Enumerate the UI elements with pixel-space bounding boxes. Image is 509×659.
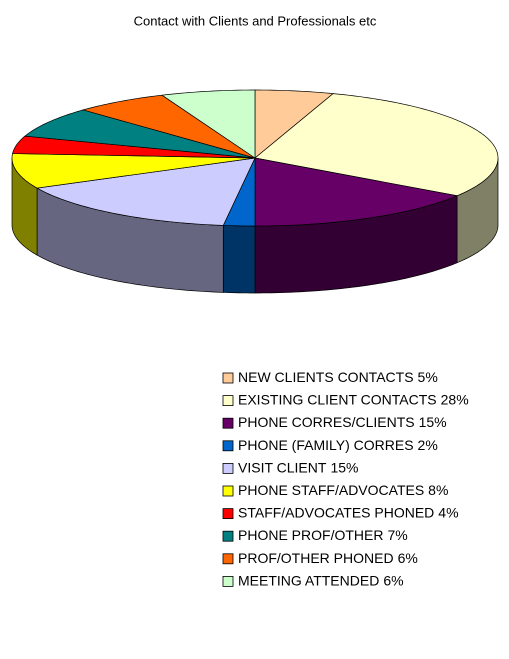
legend-name: PHONE PROF/OTHER — [238, 527, 383, 543]
legend-value: 7% — [387, 527, 407, 543]
legend: NEW CLIENTS CONTACTS 5% EXISTING CLIENT CO… — [222, 369, 469, 588]
pie-slice — [24, 109, 256, 159]
legend-name: PHONE (FAMILY) CORRES — [238, 437, 414, 453]
legend-value: 6% — [398, 550, 418, 566]
pie-slice — [254, 157, 459, 227]
legend-label: PHONE CORRES/CLIENTS 15% — [238, 414, 447, 430]
pie-slice — [35, 157, 256, 226]
legend-value: 6% — [383, 572, 403, 588]
legend-value: 4% — [438, 504, 458, 520]
legend-label: PHONE (FAMILY) CORRES 2% — [238, 437, 438, 453]
legend-swatch — [222, 372, 234, 384]
pie-slice — [254, 89, 334, 159]
legend-label: VISIT CLIENT 15% — [238, 459, 358, 475]
legend-label: PHONE STAFF/ADVOCATES 8% — [238, 482, 448, 498]
legend-swatch — [222, 576, 234, 587]
legend-name: NEW CLIENTS CONTACTS — [238, 369, 414, 385]
legend-value: 28% — [441, 391, 469, 407]
legend-name: VISIT CLIENT — [238, 459, 327, 475]
legend-label: PHONE PROF/OTHER 7% — [238, 527, 408, 543]
legend-value: 8% — [428, 482, 448, 498]
legend-label: STAFF/ADVOCATES PHONED 4% — [238, 504, 459, 520]
legend-swatch — [222, 530, 234, 542]
legend-name: EXISTING CLIENT CONTACTS — [238, 391, 437, 407]
legend-label: EXISTING CLIENT CONTACTS 28% — [238, 391, 469, 407]
chart-title: Contact with Clients and Professionals e… — [134, 13, 377, 28]
pie-top — [11, 89, 499, 227]
legend-name: PHONE CORRES/CLIENTS — [238, 414, 415, 430]
legend-value: 5% — [418, 369, 438, 385]
legend-swatch — [222, 508, 234, 520]
legend-swatch — [222, 440, 234, 452]
legend-name: STAFF/ADVOCATES PHONED — [238, 504, 434, 520]
legend-value: 15% — [419, 414, 447, 430]
pie-slice — [81, 94, 256, 159]
pie-slice — [11, 153, 256, 189]
pie-sides — [11, 157, 499, 294]
slice-side — [222, 225, 256, 294]
legend-name: PROF/OTHER PHONED — [238, 550, 394, 566]
pie-slice — [161, 89, 256, 159]
legend-swatch — [222, 553, 234, 565]
legend-label: PROF/OTHER PHONED 6% — [238, 550, 418, 566]
legend-name: PHONE STAFF/ADVOCATES — [238, 482, 424, 498]
legend-label: MEETING ATTENDED 6% — [238, 572, 404, 588]
legend-swatch — [222, 485, 234, 497]
legend-value: 15% — [330, 459, 358, 475]
legend-swatch — [222, 395, 234, 407]
legend-swatch — [222, 417, 234, 429]
legend-label: NEW CLIENTS CONTACTS 5% — [238, 369, 438, 385]
pie-slice — [254, 93, 499, 197]
legend-swatch — [222, 462, 234, 474]
legend-value: 2% — [418, 437, 438, 453]
legend-name: MEETING ATTENDED — [238, 572, 379, 588]
